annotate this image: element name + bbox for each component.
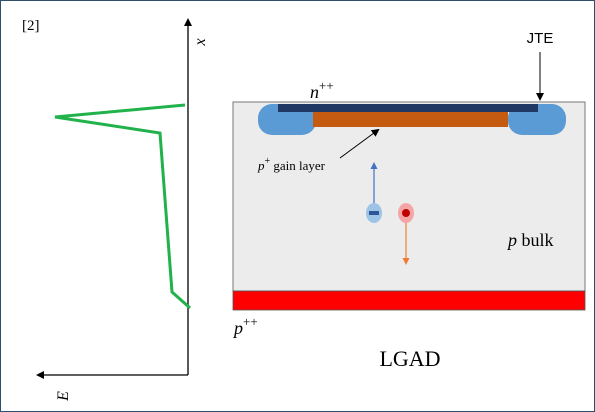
vertical-axis-label: x <box>192 38 209 46</box>
n-plus-base: n <box>310 82 319 102</box>
horizontal-axis-label: E <box>55 391 72 402</box>
gain-text: gain layer <box>270 158 326 173</box>
citation: [2] <box>22 18 40 34</box>
bulk-text: bulk <box>517 230 554 250</box>
jte-label: JTE <box>527 30 554 47</box>
gain-layer <box>313 112 508 127</box>
electron-sign <box>369 211 379 215</box>
n-plus-plus-layer <box>278 104 538 112</box>
p-plus-plus-layer <box>233 291 585 310</box>
bulk-base: p <box>506 230 517 250</box>
hole-sign <box>402 209 410 217</box>
figure: [2] x E n++ JTE p+ gain layer p bulk p++… <box>0 0 595 412</box>
bulk-label: p bulk <box>506 230 554 250</box>
n-plus-sup: ++ <box>319 78 334 93</box>
p-plus-base: p <box>232 318 243 338</box>
p-plus-sup: ++ <box>243 314 258 329</box>
device-label: LGAD <box>379 346 440 371</box>
